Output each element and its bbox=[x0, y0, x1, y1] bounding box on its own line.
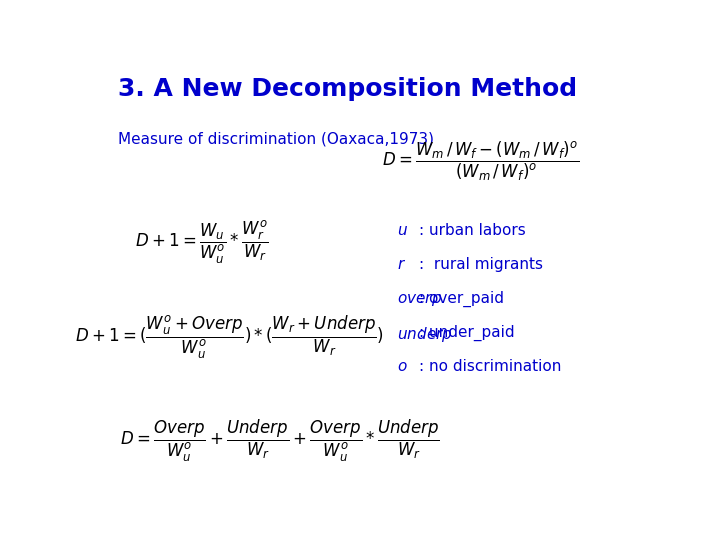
Text: :  rural migrants: : rural migrants bbox=[419, 257, 543, 272]
Text: : over_paid: : over_paid bbox=[419, 291, 504, 307]
Text: 3. A New Decomposition Method: 3. A New Decomposition Method bbox=[118, 77, 577, 102]
Text: $\mathit{o}$: $\mathit{o}$ bbox=[397, 359, 408, 374]
Text: : urban labors: : urban labors bbox=[419, 223, 526, 238]
Text: : no discrimination: : no discrimination bbox=[419, 359, 562, 374]
Text: $\mathit{u}$: $\mathit{u}$ bbox=[397, 223, 408, 238]
Text: $\mathit{overp}$: $\mathit{overp}$ bbox=[397, 291, 442, 308]
Text: $D = \dfrac{Overp}{W_u^o} + \dfrac{Underp}{W_r} + \dfrac{Overp}{W_u^o} * \dfrac{: $D = \dfrac{Overp}{W_u^o} + \dfrac{Under… bbox=[120, 418, 440, 464]
Text: : under_paid: : under_paid bbox=[419, 325, 515, 341]
Text: $\mathit{underp}$: $\mathit{underp}$ bbox=[397, 325, 453, 344]
Text: $D = \dfrac{W_m\,/\,W_f - (W_m\,/\,W_f)^o}{(W_m\,/\,W_f)^o}$: $D = \dfrac{W_m\,/\,W_f - (W_m\,/\,W_f)^… bbox=[382, 140, 579, 183]
Text: Measure of discrimination (Oaxaca,1973): Measure of discrimination (Oaxaca,1973) bbox=[118, 131, 434, 146]
Text: $\mathit{r}$: $\mathit{r}$ bbox=[397, 257, 406, 272]
Text: $D + 1 = \dfrac{W_u}{W_u^o} * \dfrac{W_r^o}{W_r}$: $D + 1 = \dfrac{W_u}{W_u^o} * \dfrac{W_r… bbox=[135, 219, 269, 266]
Text: $D + 1 = (\dfrac{W_u^o + Overp}{W_u^o}) * (\dfrac{W_r + Underp}{W_r})$: $D + 1 = (\dfrac{W_u^o + Overp}{W_u^o}) … bbox=[75, 314, 384, 361]
